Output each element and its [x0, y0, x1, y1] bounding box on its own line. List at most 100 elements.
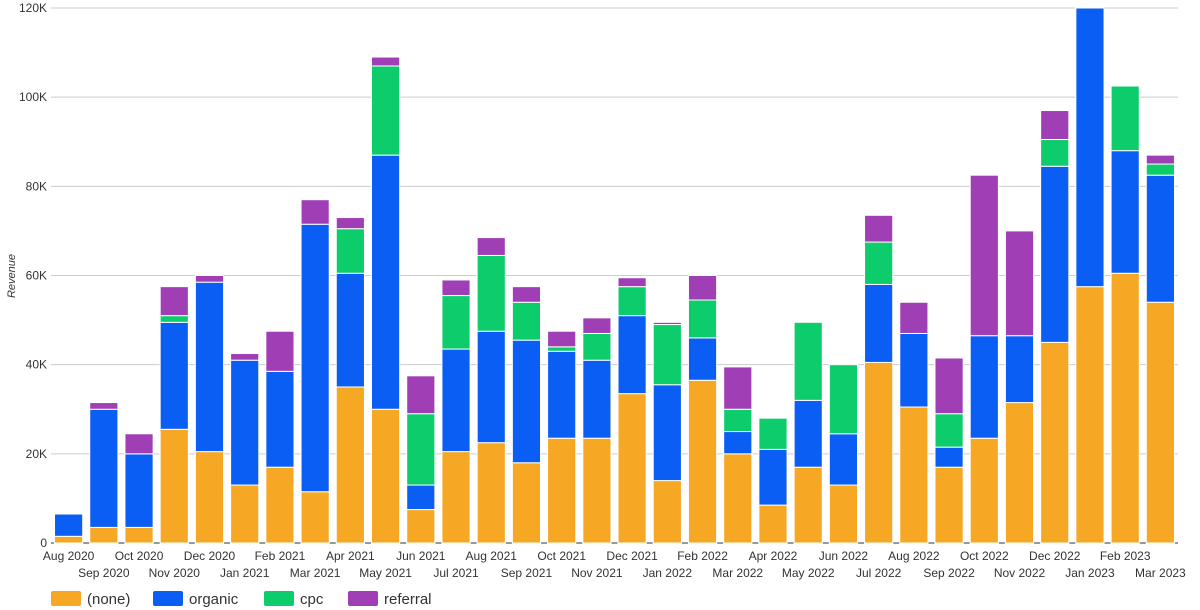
bar-segment-none [1075, 286, 1105, 544]
bar-segment-organic [300, 223, 330, 493]
bar-segment-organic [899, 332, 929, 408]
bar-segment-referral [547, 330, 577, 348]
bar-segment-none [194, 451, 225, 544]
x-tick-label: Feb 2022 [677, 549, 728, 563]
legend-label: organic [189, 591, 239, 608]
bar-segment-cpc [652, 324, 682, 386]
x-tick-label: Dec 2022 [1029, 549, 1081, 563]
bar-segment-cpc [758, 417, 788, 450]
legend-swatch [153, 591, 183, 606]
bar-segment-referral [1145, 154, 1175, 165]
bar-segment-cpc [547, 346, 577, 352]
bar-segment-none [159, 428, 189, 544]
bar-segment-none [828, 484, 859, 544]
bar-segment-cpc [793, 321, 823, 401]
bar-segment-cpc [1145, 163, 1175, 176]
bar-segment-organic [864, 283, 894, 363]
bar-segment-cpc [159, 315, 189, 323]
bar-segment-referral [511, 286, 542, 303]
bar-segment-none [547, 437, 577, 544]
x-tick-label: Nov 2020 [149, 566, 201, 580]
bar-segment-none [1040, 341, 1070, 544]
x-tick-label: Jan 2022 [643, 566, 693, 580]
bar-segment-none [370, 408, 401, 544]
bar-segment-referral [194, 275, 225, 283]
bar-segment-referral [406, 375, 436, 415]
bar-segment-referral [370, 56, 401, 67]
bar-segment-referral [441, 279, 471, 297]
bar-segment-none [1145, 301, 1175, 544]
x-tick-label: Feb 2021 [255, 549, 306, 563]
bar-segment-organic [194, 281, 225, 453]
bar-segment-organic [793, 399, 823, 468]
bar-segment-organic [441, 348, 471, 453]
bar-segment-none [230, 484, 260, 544]
legend-label: cpc [300, 591, 324, 608]
x-tick-label: May 2021 [359, 566, 412, 580]
bar-segment-organic [1145, 174, 1175, 303]
bar-segment-none [723, 453, 753, 544]
bar-segment-cpc [934, 413, 964, 448]
x-tick-label: Aug 2021 [466, 549, 518, 563]
y-axis-title: Revenue [6, 254, 18, 298]
bar-segment-organic [511, 339, 542, 464]
bar-segment-referral [899, 301, 929, 334]
bar-segment-cpc [687, 299, 718, 339]
bars [54, 7, 1175, 544]
x-tick-label: Nov 2021 [571, 566, 623, 580]
x-tick-label: Apr 2022 [749, 549, 798, 563]
bar-segment-organic [1110, 150, 1140, 274]
bar-segment-none [899, 406, 929, 544]
bar-segment-referral [969, 174, 999, 337]
bar-segment-cpc [335, 228, 365, 274]
bar-segment-organic [406, 484, 436, 511]
bar-segment-cpc [723, 408, 753, 433]
bar-segment-referral [1004, 230, 1035, 337]
bar-segment-cpc [582, 332, 612, 361]
x-tick-label: Mar 2021 [290, 566, 341, 580]
bar-segment-none [265, 466, 295, 544]
bar-segment-organic [476, 330, 506, 444]
x-tick-label: Sep 2020 [78, 566, 130, 580]
y-tick-label: 60K [26, 269, 47, 283]
bar-segment-cpc [370, 65, 401, 156]
x-tick-label: Oct 2022 [960, 549, 1009, 563]
bar-segment-none [124, 526, 154, 544]
legend-label: (none) [87, 591, 130, 608]
x-tick-label: Aug 2020 [43, 549, 95, 563]
x-tick-label: Jun 2022 [819, 549, 869, 563]
y-tick-label: 0 [40, 536, 47, 550]
bar-segment-referral [652, 321, 682, 326]
y-tick-label: 40K [26, 358, 47, 372]
bar-segment-none [934, 466, 964, 544]
bar-segment-organic [1040, 165, 1070, 343]
bar-segment-referral [159, 286, 189, 317]
legend-swatch [51, 591, 81, 606]
bar-segment-organic [370, 154, 401, 410]
bar-segment-none [969, 437, 999, 544]
bar-segment-organic [723, 431, 753, 455]
y-tick-labels: 0 20K 40K 60K 80K 100K 120K [19, 1, 47, 550]
bar-segment-referral [687, 275, 718, 301]
bar-segment-organic [1075, 7, 1105, 288]
x-tick-label: Mar 2022 [712, 566, 763, 580]
y-tick-label: 120K [19, 1, 47, 15]
bar-segment-organic [54, 513, 84, 537]
bar-segment-none [617, 393, 647, 544]
bar-segment-none [406, 509, 436, 544]
x-tick-label: Jun 2021 [396, 549, 446, 563]
bar-segment-none [652, 480, 682, 544]
x-tick-label: Apr 2021 [326, 549, 375, 563]
bar-segment-none [793, 466, 823, 544]
x-tick-label: Jul 2021 [433, 566, 479, 580]
x-tick-label: Jan 2021 [220, 566, 270, 580]
bar-segment-referral [864, 214, 894, 243]
bar-segment-cpc [617, 286, 647, 317]
x-tick-label: Mar 2023 [1135, 566, 1186, 580]
bar-segment-none [687, 379, 718, 544]
bar-segment-referral [934, 357, 964, 415]
bar-segment-organic [828, 433, 859, 486]
x-tick-label: Nov 2022 [994, 566, 1046, 580]
legend: (none) organic cpc referral [51, 591, 432, 608]
bar-segment-none [582, 437, 612, 544]
